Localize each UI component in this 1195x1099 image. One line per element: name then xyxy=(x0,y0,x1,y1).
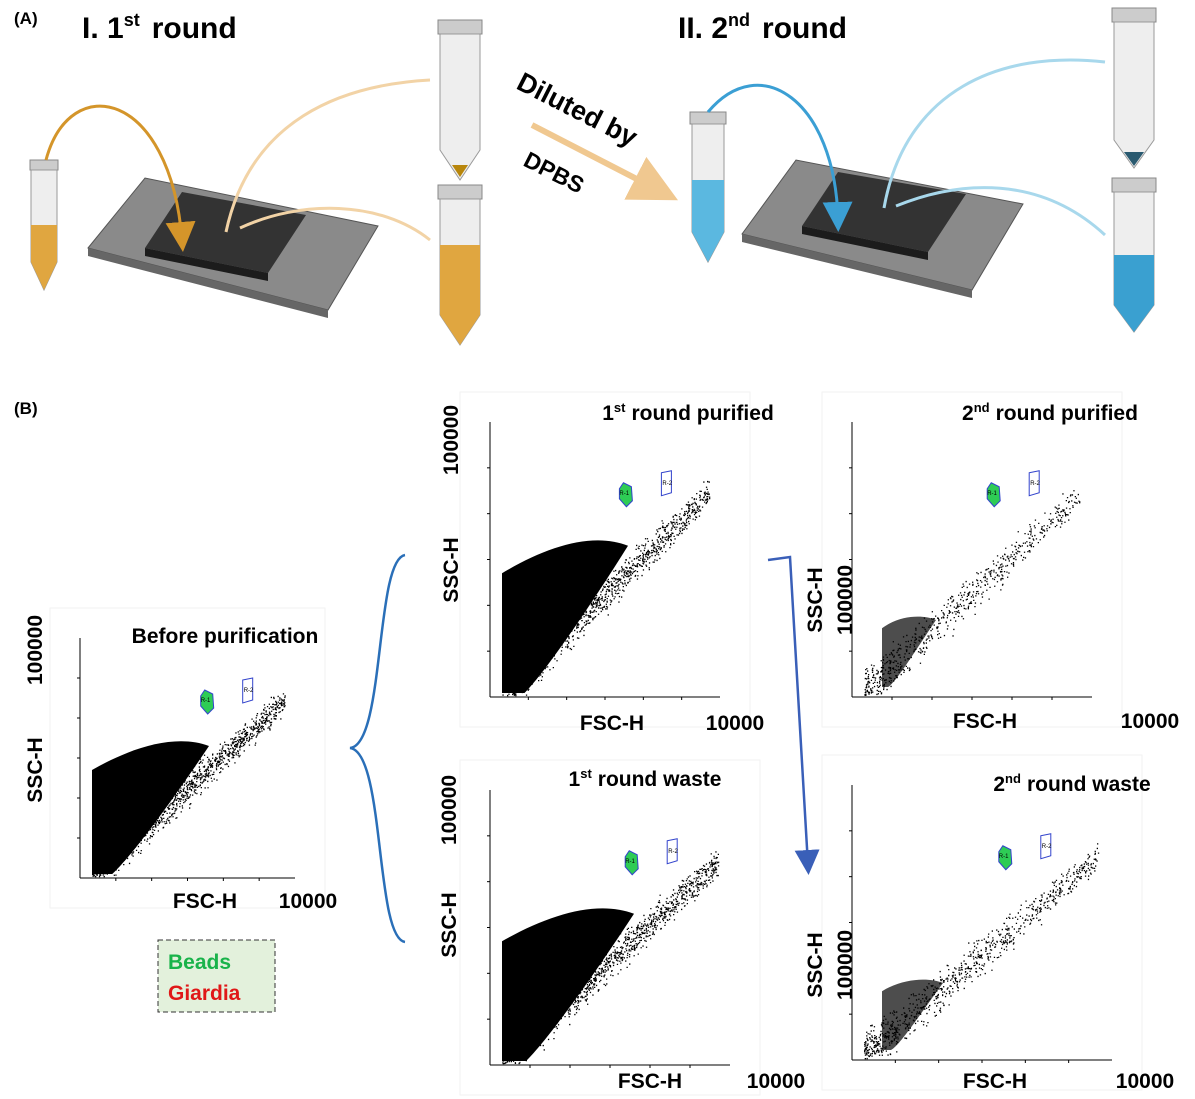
title-part: I. 1 xyxy=(82,12,124,45)
gate-label: R-1 xyxy=(201,698,211,704)
title-part: round xyxy=(152,12,237,45)
y-max-label: 100000 xyxy=(440,405,463,475)
scatter-plot: R-1 R-2 1st round waste FSC-H 10000 SSC-H 10000… xyxy=(438,760,805,1095)
title-text: round purified xyxy=(996,402,1138,425)
plot-title: 1st round waste xyxy=(569,766,722,791)
title-sup: nd xyxy=(974,400,990,415)
legend: Beads Giardia xyxy=(158,940,275,1012)
y-max-label: 100000 xyxy=(438,775,461,845)
x-max-label: 10000 xyxy=(279,890,337,913)
title-num: 1 xyxy=(602,402,614,425)
x-max-label: 10000 xyxy=(706,712,764,735)
gate-label: R-2 xyxy=(1030,481,1040,487)
y-max-label: 100000 xyxy=(24,615,47,685)
scatter-plot: R-1 R-2 1st round purified FSC-H 10000 SSC-H 10… xyxy=(440,392,774,735)
title-num: 2 xyxy=(993,773,1005,796)
plot-title: Before purification xyxy=(132,625,319,648)
tubes xyxy=(30,8,1156,345)
plot-frame xyxy=(822,755,1142,1090)
x-label: FSC-H xyxy=(953,710,1017,733)
title-part: round xyxy=(762,12,847,45)
title-part: II. 2 xyxy=(678,12,728,45)
title-num: 1 xyxy=(569,768,581,791)
y-label: SSC-H xyxy=(24,737,47,802)
gate-label: R-2 xyxy=(244,688,254,694)
plot-title: 2nd round purified xyxy=(962,400,1138,425)
gate-label: R-1 xyxy=(987,491,997,497)
x-label: FSC-H xyxy=(173,890,237,913)
title-sup: nd xyxy=(728,10,750,30)
title-text: round purified xyxy=(631,402,773,425)
plot-title: 1st round purified xyxy=(602,400,774,425)
title-sup: st xyxy=(580,766,592,781)
gate-label: R-2 xyxy=(1042,844,1052,850)
x-label: FSC-H xyxy=(618,1070,682,1093)
title-sup: nd xyxy=(1005,771,1021,786)
panel-label: (B) xyxy=(14,399,38,418)
arrow xyxy=(768,557,808,865)
y-label: SSC-H xyxy=(804,567,827,632)
y-max-label: 100000 xyxy=(834,565,857,635)
dense-cloud xyxy=(882,980,943,1050)
panel-label: (A) xyxy=(14,9,38,28)
title-sup: st xyxy=(124,10,140,30)
gate-label: R-2 xyxy=(662,481,672,487)
chip-1 xyxy=(88,178,378,318)
arrow-label: Diluted by xyxy=(512,67,642,153)
scatter-plot: R-1 R-2 2nd round waste FSC-H 10000 SSC-H 10000… xyxy=(804,755,1174,1093)
dense-cloud xyxy=(882,617,936,687)
legend-entry: Giardia xyxy=(168,982,241,1005)
title-sup: st xyxy=(614,400,626,415)
title-text: round waste xyxy=(598,768,722,791)
scatter-plot: R-1 R-2 Before purification FSC-H 10000 SSC-H… xyxy=(24,608,337,913)
figure: (A) I. 1stround II. 2ndround Di xyxy=(0,0,1195,1099)
plot-title: 2nd round waste xyxy=(993,771,1150,796)
gate-label: R-1 xyxy=(625,859,635,865)
gate-label: R-1 xyxy=(619,491,629,497)
y-label: SSC-H xyxy=(438,892,461,957)
legend-entry: Beads xyxy=(168,951,231,974)
title-num: 2 xyxy=(962,402,974,425)
plot-frame xyxy=(822,392,1122,727)
chip-2 xyxy=(742,160,1023,298)
y-label: SSC-H xyxy=(440,537,463,602)
title-text: Before purification xyxy=(132,625,319,648)
y-max-label: 100000 xyxy=(834,930,857,1000)
title-text: round waste xyxy=(1027,773,1151,796)
scatter-plot: R-1 R-2 2nd round purified FSC-H 10000 SSC-H 10… xyxy=(804,392,1179,733)
brace xyxy=(350,555,405,942)
gate-label: R-1 xyxy=(999,854,1009,860)
x-max-label: 10000 xyxy=(1121,710,1179,733)
dense-cloud xyxy=(502,540,628,693)
x-label: FSC-H xyxy=(963,1070,1027,1093)
x-label: FSC-H xyxy=(580,712,644,735)
dense-cloud xyxy=(92,741,209,874)
y-label: SSC-H xyxy=(804,932,827,997)
arrow-label: DPBS xyxy=(520,146,589,198)
gate-label: R-2 xyxy=(668,849,678,855)
x-max-label: 10000 xyxy=(747,1070,805,1093)
x-max-label: 10000 xyxy=(1116,1070,1174,1093)
